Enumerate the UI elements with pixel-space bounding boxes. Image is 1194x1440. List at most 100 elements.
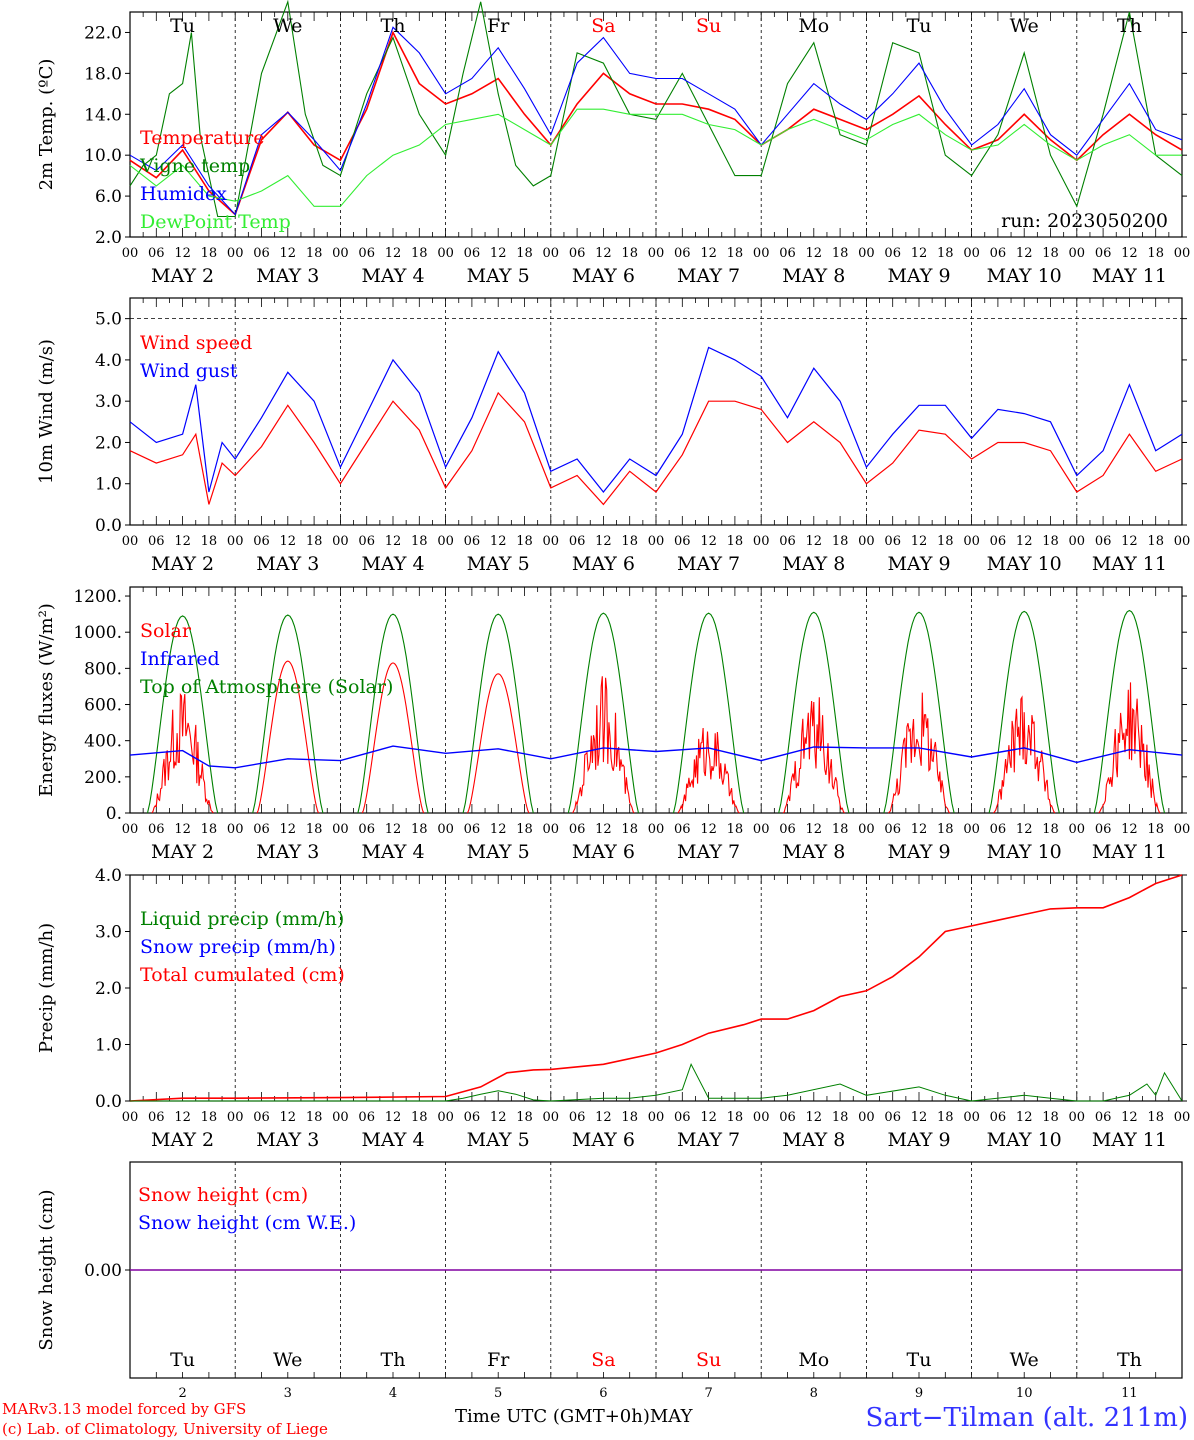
hour-tick-label: 06	[779, 246, 796, 261]
hour-tick-label: 00	[1069, 246, 1086, 261]
y-tick-label: 3.0	[95, 923, 122, 943]
solar-line	[782, 697, 845, 814]
legend-entry: Vigne temp	[139, 155, 250, 177]
day-number-label: 9	[915, 1386, 923, 1400]
hour-tick-label: 00	[437, 1110, 454, 1125]
date-label: MAY 6	[572, 553, 635, 575]
solar-line	[887, 692, 951, 814]
legend-entry: Liquid precip (mm/h)	[140, 908, 344, 930]
y-axis-label: 2m Temp. (ºC)	[36, 59, 57, 191]
day-name: Tu	[170, 15, 195, 37]
hour-tick-label: 06	[464, 246, 481, 261]
legend-entry: Snow height (cm W.E.)	[138, 1212, 356, 1234]
legend-entry: Wind gust	[140, 360, 238, 382]
hour-tick-label: 18	[1042, 1110, 1059, 1125]
date-label: MAY 2	[151, 265, 214, 287]
hour-tick-label: 18	[832, 246, 849, 261]
model-credit: MARv3.13 model forced by GFS	[2, 1400, 247, 1418]
date-label: MAY 7	[677, 265, 740, 287]
day-name: Th	[381, 15, 406, 37]
hour-tick-label: 18	[1042, 534, 1059, 549]
hour-tick-label: 12	[385, 246, 402, 261]
y-tick-label: 2.0	[95, 228, 122, 248]
station-label: Sart−Tilman (alt. 211m)	[865, 1403, 1188, 1433]
hour-tick-label: 00	[1069, 822, 1086, 837]
temperature-line	[129, 30, 1183, 216]
date-label: MAY 4	[361, 1129, 424, 1151]
hour-tick-label: 18	[516, 534, 533, 549]
hour-tick-label: 06	[358, 1110, 375, 1125]
hour-tick-label: 00	[648, 534, 665, 549]
hour-tick-label: 00	[1174, 246, 1191, 261]
hour-tick-label: 06	[358, 534, 375, 549]
hour-tick-label: 18	[306, 822, 323, 837]
day-number-label: 2	[178, 1386, 186, 1400]
y-tick-label: 0.0	[95, 1092, 122, 1112]
hour-tick-label: 12	[280, 246, 297, 261]
hour-tick-label: 06	[674, 1110, 691, 1125]
hour-tick-label: 00	[122, 246, 139, 261]
hour-tick-label: 18	[1042, 246, 1059, 261]
hour-tick-label: 12	[1016, 1110, 1033, 1125]
hour-tick-label: 18	[306, 1110, 323, 1125]
hour-tick-label: 18	[621, 246, 638, 261]
hour-tick-label: 00	[332, 1110, 349, 1125]
hour-tick-label: 00	[227, 1110, 244, 1125]
hour-tick-label: 18	[201, 534, 218, 549]
hour-tick-label: 12	[806, 246, 823, 261]
hour-tick-label: 18	[832, 534, 849, 549]
date-label: MAY 7	[677, 553, 740, 575]
date-label: MAY 10	[987, 265, 1062, 287]
day-name: Tu	[907, 15, 932, 37]
toa-solar-line	[462, 613, 534, 814]
day-name: Su	[696, 1349, 721, 1371]
lab-credit: (c) Lab. of Climatology, University of L…	[2, 1420, 328, 1438]
solar-line	[677, 727, 740, 814]
y-tick-label: 18.0	[84, 64, 122, 84]
hour-tick-label: 06	[674, 822, 691, 837]
date-label: MAY 3	[256, 841, 319, 863]
day-name: Fr	[487, 15, 510, 37]
hour-tick-label: 12	[1121, 246, 1138, 261]
hour-tick-label: 18	[411, 1110, 428, 1125]
hour-tick-label: 12	[806, 534, 823, 549]
hour-tick-label: 06	[884, 1110, 901, 1125]
hour-tick-label: 06	[990, 822, 1007, 837]
y-tick-label: 14.0	[84, 105, 122, 125]
solar-line	[572, 676, 635, 814]
y-tick-label: 1200.	[73, 587, 122, 607]
hour-tick-label: 06	[569, 822, 586, 837]
y-axis-label: Snow height (cm)	[36, 1189, 57, 1350]
hour-tick-label: 12	[1121, 1110, 1138, 1125]
toa-solar-line	[252, 614, 324, 814]
hour-tick-label: 00	[543, 534, 560, 549]
liquid-precip-mm-h--line	[130, 1063, 1183, 1102]
hour-tick-label: 06	[884, 822, 901, 837]
hour-tick-label: 06	[464, 1110, 481, 1125]
day-name: Th	[381, 1349, 406, 1371]
hour-tick-label: 12	[595, 1110, 612, 1125]
hour-tick-label: 12	[595, 822, 612, 837]
date-label: MAY 5	[467, 265, 530, 287]
hour-tick-label: 00	[122, 534, 139, 549]
hour-tick-label: 18	[201, 246, 218, 261]
y-tick-label: 400.	[84, 732, 122, 752]
date-label: MAY 11	[1092, 841, 1167, 863]
y-tick-label: 800.	[84, 659, 122, 679]
hour-tick-label: 18	[516, 246, 533, 261]
date-label: MAY 9	[887, 265, 950, 287]
hour-tick-label: 00	[227, 534, 244, 549]
hour-tick-label: 12	[595, 246, 612, 261]
date-label: MAY 3	[256, 553, 319, 575]
hour-tick-label: 18	[411, 246, 428, 261]
y-tick-label: 0.	[106, 804, 122, 824]
day-name: Tu	[170, 1349, 195, 1371]
day-name: Th	[1117, 15, 1142, 37]
hour-tick-label: 12	[806, 822, 823, 837]
solar-line	[1098, 682, 1161, 814]
run-label: run: 2023050200	[1001, 210, 1168, 232]
y-tick-label: 1.0	[95, 1036, 122, 1056]
day-name: We	[273, 15, 302, 37]
day-name: Sa	[591, 1349, 615, 1371]
y-tick-label: 4.0	[95, 866, 122, 886]
